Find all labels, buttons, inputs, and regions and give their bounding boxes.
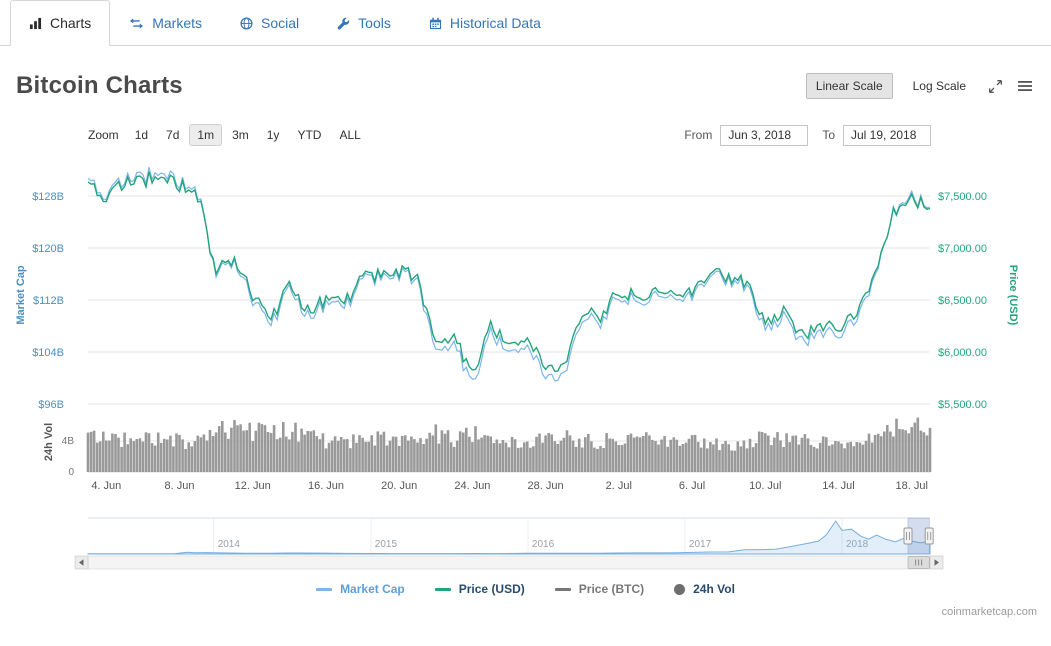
svg-text:4. Jun: 4. Jun xyxy=(91,480,121,492)
tab-label: Charts xyxy=(50,15,92,31)
tab-tools[interactable]: Tools xyxy=(318,0,410,46)
svg-text:$5,500.00: $5,500.00 xyxy=(938,399,987,411)
title-row: Bitcoin Charts Linear Scale Log Scale xyxy=(16,72,1035,100)
tab-markets[interactable]: Markets xyxy=(110,0,221,46)
log-scale-button[interactable]: Log Scale xyxy=(903,73,976,99)
from-date-input[interactable] xyxy=(720,124,809,146)
zoom-1d-button[interactable]: 1d xyxy=(127,124,156,146)
svg-text:2014: 2014 xyxy=(218,539,241,550)
legend-label: 24h Vol xyxy=(693,582,735,596)
svg-text:8. Jun: 8. Jun xyxy=(165,480,195,492)
svg-text:$128B: $128B xyxy=(32,191,64,203)
fullscreen-icon[interactable] xyxy=(986,77,1005,96)
legend-label: Price (USD) xyxy=(458,582,525,596)
date-range-group: From To xyxy=(684,124,931,146)
svg-text:2017: 2017 xyxy=(689,539,712,550)
from-label: From xyxy=(684,128,713,142)
svg-text:10. Jul: 10. Jul xyxy=(749,480,781,492)
svg-text:$7,000.00: $7,000.00 xyxy=(938,243,987,255)
svg-text:24h Vol: 24h Vol xyxy=(43,423,55,461)
scale-controls: Linear Scale Log Scale xyxy=(805,73,1035,99)
zoom-group: Zoom 1d 7d 1m 3m 1y YTD ALL xyxy=(88,124,371,146)
zoom-label: Zoom xyxy=(88,128,119,142)
bar-chart-icon xyxy=(29,17,42,30)
tab-label: Tools xyxy=(358,15,391,31)
svg-text:$112B: $112B xyxy=(33,295,64,307)
legend-item-price-usd[interactable]: Price (USD) xyxy=(434,582,525,596)
svg-text:2016: 2016 xyxy=(532,539,555,550)
zoom-1m-button[interactable]: 1m xyxy=(189,124,223,146)
tab-historical-data[interactable]: Historical Data xyxy=(410,0,560,46)
legend-item-24h-vol[interactable]: 24h Vol xyxy=(674,582,735,596)
svg-text:12. Jun: 12. Jun xyxy=(235,480,271,492)
bitcoin-charts-page: Charts Markets Social Tools Historical Data … xyxy=(0,0,1051,618)
tab-label: Markets xyxy=(152,15,203,31)
bitcoin-price-chart[interactable]: $128B $120B $112B $104B $96B $7,500.00 $7,000.… xyxy=(8,150,1043,570)
tab-charts[interactable]: Charts xyxy=(10,0,111,46)
svg-text:24. Jun: 24. Jun xyxy=(454,480,490,492)
legend-item-market-cap[interactable]: Market Cap xyxy=(316,582,405,596)
to-label: To xyxy=(822,128,835,142)
page-title: Bitcoin Charts xyxy=(16,72,183,99)
svg-text:2. Jul: 2. Jul xyxy=(606,480,632,492)
tab-social[interactable]: Social xyxy=(221,0,318,46)
legend-label: Market Cap xyxy=(340,582,405,596)
zoom-all-button[interactable]: ALL xyxy=(331,124,368,146)
svg-text:$96B: $96B xyxy=(38,399,64,411)
svg-text:2018: 2018 xyxy=(846,539,869,550)
svg-text:14. Jul: 14. Jul xyxy=(822,480,854,492)
linear-scale-button[interactable]: Linear Scale xyxy=(805,73,893,99)
zoom-7d-button[interactable]: 7d xyxy=(158,124,187,146)
wrench-icon xyxy=(337,17,350,30)
svg-text:Market Cap: Market Cap xyxy=(15,265,27,325)
tab-label: Historical Data xyxy=(449,15,541,31)
tab-bar: Charts Markets Social Tools Historical Data xyxy=(0,0,1051,46)
exchange-arrows-icon xyxy=(129,17,144,30)
svg-text:$7,500.00: $7,500.00 xyxy=(938,191,987,203)
zoom-1y-button[interactable]: 1y xyxy=(259,124,288,146)
chart-legend: Market Cap Price (USD) Price (BTC) 24h Vol xyxy=(8,582,1043,596)
calendar-icon xyxy=(429,17,442,30)
svg-text:$6,500.00: $6,500.00 xyxy=(938,295,987,307)
svg-text:$120B: $120B xyxy=(32,243,64,255)
svg-text:4B: 4B xyxy=(62,436,75,447)
svg-text:$104B: $104B xyxy=(32,347,64,359)
svg-text:28. Jun: 28. Jun xyxy=(528,480,564,492)
legend-swatch-line xyxy=(554,587,571,591)
watermark: coinmarketcap.com xyxy=(941,606,1037,618)
chart-menu-icon[interactable] xyxy=(1015,77,1035,95)
legend-swatch-line xyxy=(434,587,451,591)
zoom-ytd-button[interactable]: YTD xyxy=(289,124,329,146)
legend-swatch-line xyxy=(316,587,333,591)
svg-text:18. Jul: 18. Jul xyxy=(895,480,927,492)
to-date-input[interactable] xyxy=(843,124,931,146)
tab-label: Social xyxy=(261,15,300,31)
globe-icon xyxy=(240,16,253,30)
legend-label: Price (BTC) xyxy=(578,582,645,596)
svg-text:0: 0 xyxy=(68,467,74,478)
legend-swatch-circle xyxy=(674,583,686,595)
zoom-3m-button[interactable]: 3m xyxy=(224,124,257,146)
svg-text:16. Jun: 16. Jun xyxy=(308,480,344,492)
svg-text:20. Jun: 20. Jun xyxy=(381,480,417,492)
svg-text:$6,000.00: $6,000.00 xyxy=(938,347,987,359)
svg-text:Price (USD): Price (USD) xyxy=(1007,265,1019,326)
svg-text:6. Jul: 6. Jul xyxy=(679,480,705,492)
svg-text:2015: 2015 xyxy=(375,539,398,550)
content: Bitcoin Charts Linear Scale Log Scale xyxy=(0,72,1051,618)
legend-item-price-btc[interactable]: Price (BTC) xyxy=(554,582,645,596)
